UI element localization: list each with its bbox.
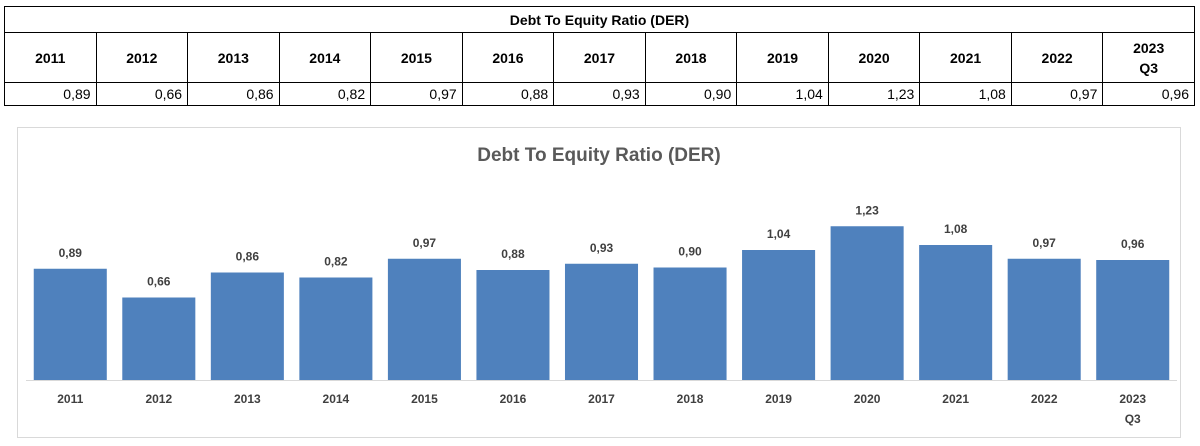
table-year-text: 2022 (1041, 49, 1073, 66)
table-year-text: 2016 (492, 49, 524, 66)
table-year-cell: 2019 (736, 32, 829, 83)
bar (919, 245, 993, 380)
x-tick-label: 2023 (1119, 392, 1146, 406)
table-value-cell: 0,86 (187, 82, 280, 106)
x-tick-label: 2012 (145, 392, 172, 406)
x-tick-label: 2020 (854, 392, 881, 406)
table-year-cell: 2020 (827, 32, 921, 83)
bar (564, 263, 639, 380)
table-value-cell: 0,89 (4, 82, 97, 106)
table-value-row: 0,89 0,66 0,86 0,82 0,97 0,88 0,93 0,90 1,04 1,23… (4, 82, 1195, 106)
table-value-cell: 0,66 (95, 82, 189, 106)
bar (653, 267, 727, 380)
x-tick-label: 2022 (1031, 392, 1058, 406)
bar-chart: 0,89 2011 0,66 2012 0,86 2013 0,82 2014 0,97 2015… (26, 203, 1177, 426)
table-value-cell: 1,04 (736, 82, 829, 106)
table-value-cell: 0,82 (278, 82, 372, 106)
table-year-cell: 2015 (370, 32, 463, 83)
table-year-text: 2015 (400, 49, 432, 66)
table-year-text: 2019 (766, 49, 799, 66)
bar-data-label: 1,08 (944, 222, 968, 236)
table-year-text: 2011 (35, 49, 66, 66)
chart-title: Debt To Equity Ratio (DER) (477, 145, 721, 166)
x-tick-label: 2018 (677, 392, 704, 406)
bar (210, 272, 284, 380)
bar-data-label: 0,97 (413, 236, 437, 250)
bar-data-label: 0,96 (1121, 237, 1145, 251)
bar (33, 268, 107, 380)
bar (122, 297, 196, 380)
table-year-text: 2023 (1133, 39, 1165, 56)
bar-data-label: 0,88 (501, 247, 525, 261)
table-year-text: 2017 (583, 49, 616, 66)
bar (476, 270, 550, 380)
table-value-cell: 0,90 (644, 82, 738, 106)
x-tick-label: 2011 (57, 392, 83, 406)
x-tick-label: 2014 (323, 392, 350, 406)
x-tick-label: Q3 (1125, 412, 1141, 426)
x-tick-label: 2019 (765, 392, 792, 406)
table-year-cell: 2018 (644, 32, 738, 83)
table-year-cell: 2021 (919, 32, 1012, 83)
table-value-cell: 0,97 (1010, 82, 1104, 106)
x-tick-label: 2013 (234, 392, 261, 406)
table-year-row: 2011 2012 2013 2014 2015 2016 2017 2018 2019 2020… (4, 32, 1195, 83)
table-year-text: 2021 (950, 49, 982, 66)
table-year-cell: 2017 (553, 32, 646, 83)
bar-data-label: 0,66 (147, 275, 171, 289)
table-value-cell: 0,93 (553, 82, 646, 106)
table-year-cell: 2012 (95, 32, 189, 83)
bar (1096, 260, 1170, 380)
table-year-text: 2014 (309, 49, 341, 66)
table-value-cell: 0,97 (370, 82, 463, 106)
bar (742, 250, 816, 380)
table-year-text: 2013 (217, 49, 249, 66)
bar-data-label: 0,86 (236, 250, 260, 264)
bar (1007, 258, 1081, 380)
table-value-cell: 1,23 (827, 82, 921, 106)
bar-data-label: 0,90 (678, 245, 702, 259)
table-title: Debt To Equity Ratio (DER) (4, 6, 1195, 33)
bar-data-label: 0,82 (324, 255, 348, 269)
bar (830, 226, 904, 380)
table-year-cell: 2016 (461, 32, 555, 83)
table-value-cell: 0,96 (1102, 82, 1195, 106)
bar (387, 258, 461, 380)
table-year-text: 2018 (675, 49, 707, 66)
x-tick-label: 2021 (942, 392, 969, 406)
bar (299, 277, 373, 380)
table-value-cell: 1,08 (919, 82, 1012, 106)
x-tick-label: 2015 (411, 392, 438, 406)
bar-data-label: 0,93 (590, 241, 614, 255)
table-year-cell: 2023 Q3 (1102, 32, 1195, 83)
der-table: Debt To Equity Ratio (DER) 2011 2012 2013 2… (4, 6, 1195, 106)
table-value-cell: 0,88 (461, 82, 555, 106)
table-year-text: Q3 (1139, 59, 1159, 76)
table-year-text: 2012 (126, 49, 158, 66)
bar-data-label: 0,97 (1033, 236, 1057, 250)
table-year-cell: 2011 (4, 32, 97, 83)
table-year-text: 2020 (858, 49, 890, 66)
bar-data-label: 1,23 (855, 203, 879, 217)
table-year-cell: 2014 (278, 32, 372, 83)
table-year-cell: 2022 (1010, 32, 1104, 83)
x-tick-label: 2017 (588, 392, 615, 406)
table-year-cell: 2013 (187, 32, 280, 83)
bar-data-label: 1,04 (767, 227, 791, 241)
chart-container: Debt To Equity Ratio (DER) 0,89 2011 0,66 2… (17, 127, 1181, 438)
x-tick-label: 2016 (500, 392, 527, 406)
bar-data-label: 0,89 (59, 246, 83, 260)
